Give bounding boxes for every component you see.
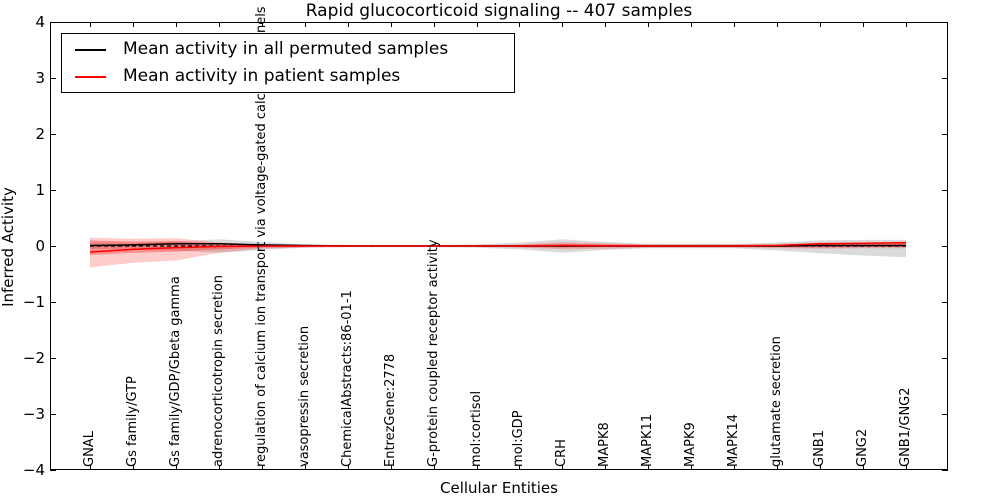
- x-tick-label: GNB1/GNG2: [898, 387, 913, 467]
- y-tick-label: −3: [22, 405, 45, 423]
- x-tick-label: MAPK9: [683, 422, 699, 467]
- y-tick-label: 0: [35, 237, 45, 255]
- legend-entry-permuted: Mean activity in all permuted samples: [62, 40, 514, 59]
- patient-samples-range-outer-band: [90, 237, 906, 268]
- x-tick-label: CRH: [554, 439, 570, 467]
- x-tick-label: Gs family/GDP/Gbeta gamma: [167, 276, 183, 467]
- y-tick-label: −4: [22, 461, 45, 479]
- patient-line-swatch: [75, 75, 106, 78]
- chart-title: Rapid glucocorticoid signaling -- 407 sa…: [305, 1, 693, 21]
- y-tick-label: 1: [35, 181, 45, 199]
- legend-label: Mean activity in patient samples: [123, 66, 401, 86]
- y-tick-label: 4: [35, 13, 45, 31]
- x-tick-label: EntrezGene:2778: [382, 353, 398, 467]
- x-tick-label: adrenocorticotropin secretion: [210, 275, 226, 467]
- y-tick-label: 3: [35, 69, 45, 87]
- plot-contents: [89, 237, 907, 268]
- y-tick-label: 2: [35, 125, 45, 143]
- x-tick-label: mol:GDP: [511, 410, 527, 467]
- x-tick-label: GNB1: [812, 430, 828, 467]
- x-tick-label: mol:cortisol: [468, 390, 484, 467]
- x-tick-label: glutamate secretion: [769, 336, 785, 467]
- x-tick-label: GNAL: [82, 431, 97, 467]
- x-tick-label: MAPK14: [726, 413, 742, 467]
- mean-activity-in-patient-samples-line: [89, 241, 907, 253]
- x-tick-label: Gs family/GTP: [124, 376, 140, 467]
- legend-label: Mean activity in all permuted samples: [123, 39, 449, 59]
- y-tick-label: −2: [22, 349, 45, 367]
- permuted-samples-range-band: [90, 239, 906, 258]
- x-axis-label: Cellular Entities: [440, 479, 558, 497]
- x-tick-label: vasopressin secretion: [296, 325, 312, 467]
- legend: Mean activity in all permuted samples Me…: [61, 33, 515, 93]
- axis-ticks: [50, 22, 948, 471]
- y-tick-label: −1: [22, 293, 45, 311]
- x-tick-label: ChemicalAbstracts:86-01-1: [339, 290, 355, 467]
- patient-samples-range-inner-band: [90, 240, 906, 255]
- permuted-line-swatch: [75, 48, 106, 51]
- x-tick-label: MAPK8: [597, 422, 613, 467]
- legend-entry-patient: Mean activity in patient samples: [62, 67, 514, 86]
- x-tick-label: MAPK11: [640, 413, 656, 467]
- x-tick-label: G-protein coupled receptor activity: [425, 239, 441, 467]
- x-tick-label: GNG2: [855, 428, 871, 467]
